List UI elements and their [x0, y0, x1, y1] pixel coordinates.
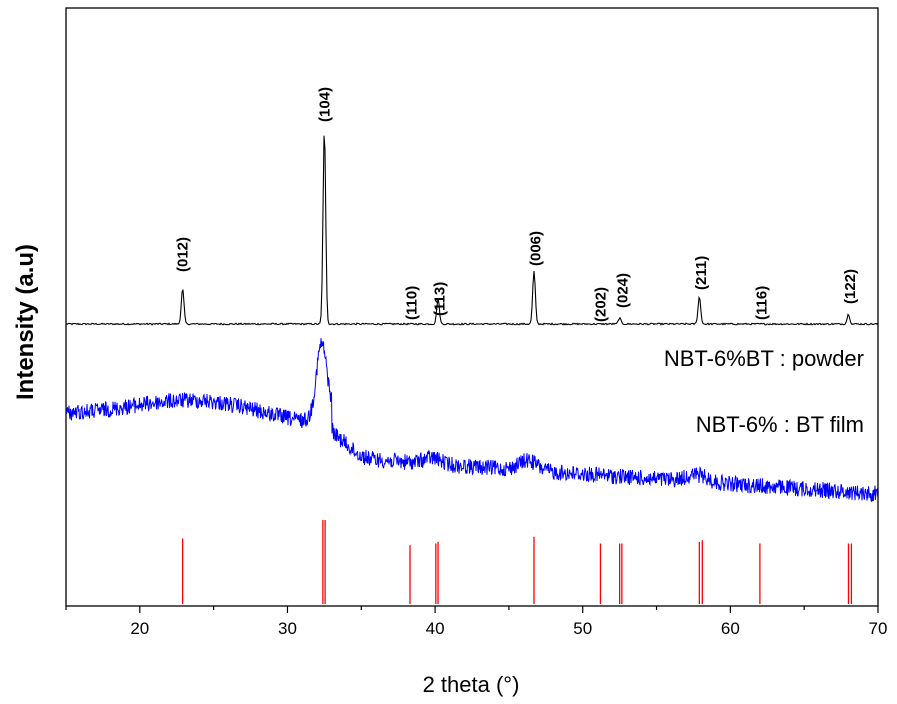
x-tick-label: 30: [278, 619, 297, 638]
peak-label: (116): [753, 286, 770, 320]
film-series: [65, 338, 879, 503]
peak-label: (202): [592, 287, 609, 322]
x-tick-label: 20: [130, 619, 149, 638]
x-tick-label: 50: [573, 619, 592, 638]
x-tick-label: 40: [426, 619, 445, 638]
peak-label: (110): [404, 286, 421, 320]
x-tick-label: 60: [721, 619, 740, 638]
peak-label: (006): [528, 231, 545, 266]
film-line: [65, 338, 879, 503]
peak-label: (012): [175, 237, 192, 272]
x-tick-label: 70: [869, 619, 888, 638]
peak-label: (122): [842, 269, 859, 304]
y-axis-title: Intensity (a.u): [12, 244, 39, 400]
x-axis: 20 30 40 50 60 70: [65, 606, 888, 638]
reference-sticks: [181, 520, 853, 604]
peak-label: (024): [615, 273, 632, 308]
series-label-film: NBT-6% : BT film: [696, 412, 864, 437]
peak-labels: (012) (104) (110) (113) (006) (202) (024) (211)…: [175, 87, 859, 322]
peak-label: (211): [693, 256, 710, 290]
plot-border: [65, 7, 879, 607]
series-label-powder: NBT-6%BT : powder: [664, 346, 864, 371]
peak-label: (113): [432, 282, 449, 316]
powder-series: [65, 135, 879, 326]
peak-label: (104): [316, 87, 333, 122]
powder-line: [65, 135, 879, 326]
plot-frame: [65, 7, 879, 607]
x-axis-title: 2 theta (°): [423, 672, 520, 697]
